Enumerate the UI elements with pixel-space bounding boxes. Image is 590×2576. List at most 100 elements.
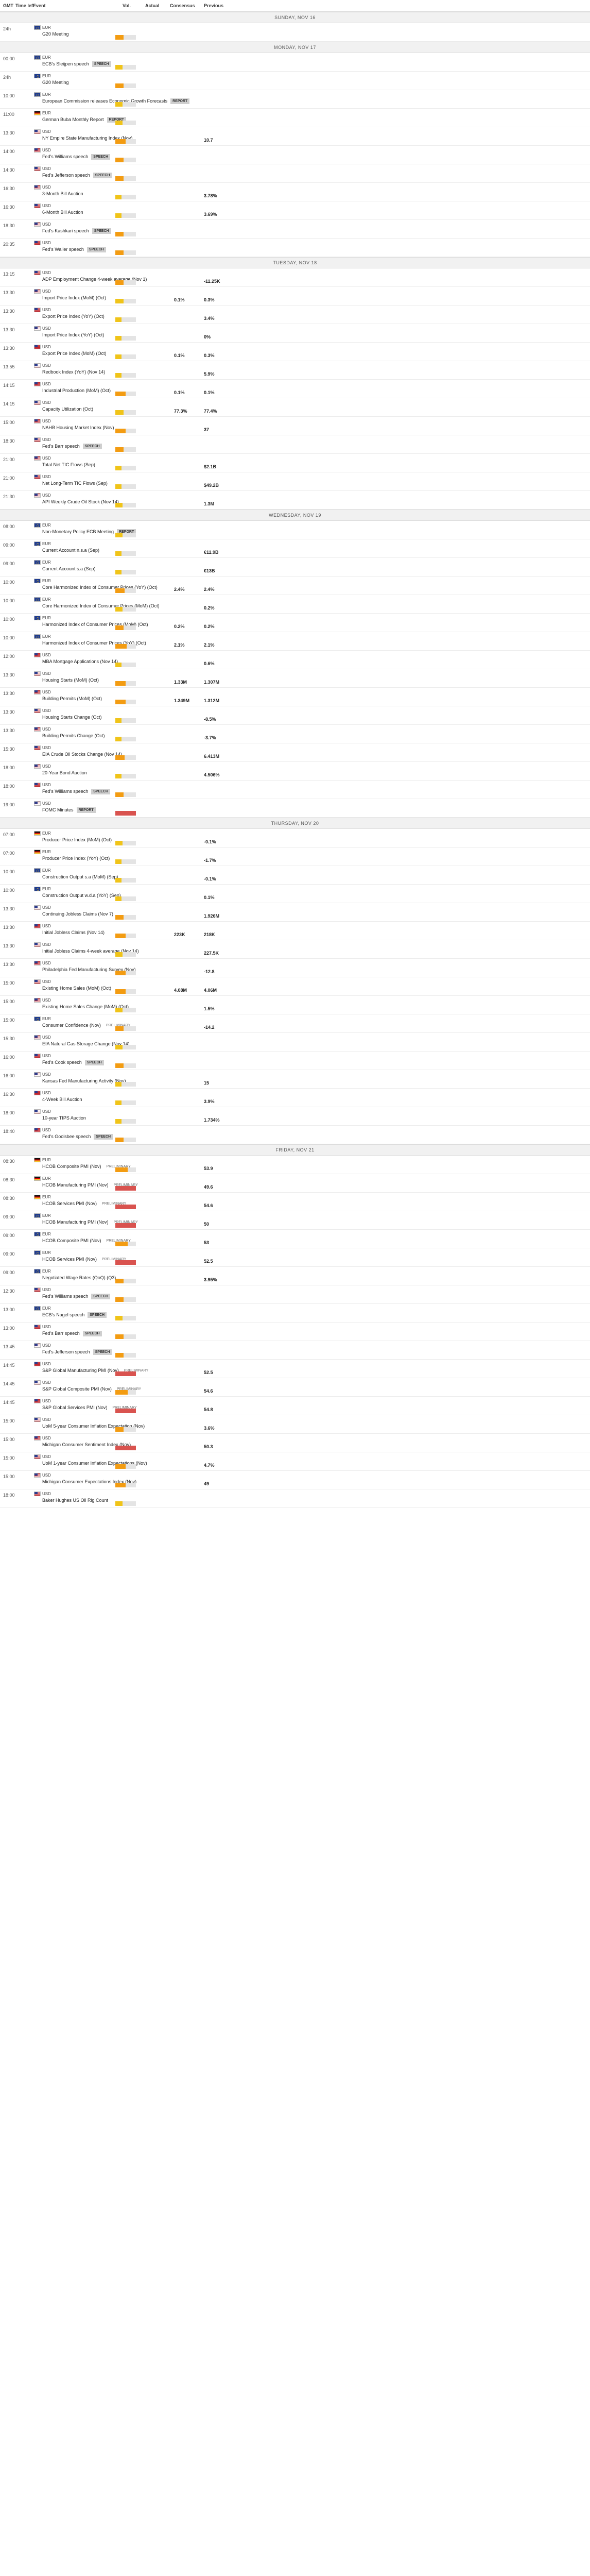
event-name[interactable]: Negotiated Wage Rates (QoQ) (Q3) <box>42 1275 116 1280</box>
event-row[interactable]: 13:30 USD Building Permits Change (Oct) -3.… <box>0 725 590 743</box>
event-name[interactable]: Redbook Index (YoY) (Nov 14) <box>42 369 105 375</box>
event-row[interactable]: 15:00 EUR Consumer Confidence (Nov) PRELIMI… <box>0 1014 590 1033</box>
event-name[interactable]: ECB's Nagel speech SPEECH <box>42 1312 107 1318</box>
event-name[interactable]: Baker Hughes US Oil Rig Count <box>42 1498 108 1503</box>
event-row[interactable]: 14:45 USD S&P Global Composite PMI (Nov) PR… <box>0 1378 590 1397</box>
event-name[interactable]: G20 Meeting <box>42 31 69 37</box>
event-row[interactable]: 13:30 USD Import Price Index (YoY) (Oct) 0% <box>0 324 590 343</box>
event-name[interactable]: Fed's Williams speech SPEECH <box>42 154 111 160</box>
event-row[interactable]: 14:15 USD Industrial Production (MoM) (Oct… <box>0 380 590 398</box>
event-row[interactable]: 13:30 USD Import Price Index (MoM) (Oct) 0.… <box>0 287 590 306</box>
event-name[interactable]: Industrial Production (MoM) (Oct) <box>42 388 111 393</box>
event-name[interactable]: Housing Starts (MoM) (Oct) <box>42 677 99 683</box>
event-row[interactable]: 08:30 EUR HCOB Composite PMI (Nov) PRELIMIN… <box>0 1156 590 1174</box>
event-row[interactable]: 09:00 EUR HCOB Services PMI (Nov) PRELIMINA… <box>0 1248 590 1267</box>
event-row[interactable]: 13:00 EUR ECB's Nagel speech SPEECH <box>0 1304 590 1323</box>
event-name[interactable]: Fed's Jefferson speech SPEECH <box>42 173 112 179</box>
event-row[interactable]: 09:00 EUR Negotiated Wage Rates (QoQ) (Q3)… <box>0 1267 590 1285</box>
event-name[interactable]: Core Harmonized Index of Consumer Prices… <box>42 585 158 590</box>
event-name[interactable]: European Commission releases Economic Gr… <box>42 98 190 105</box>
event-name[interactable]: UoM 5-year Consumer Inflation Expectatio… <box>42 1423 145 1429</box>
event-name[interactable]: Harmonized Index of Consumer Prices (YoY… <box>42 640 146 646</box>
event-name[interactable]: Export Price Index (YoY) (Oct) <box>42 314 105 319</box>
event-row[interactable]: 13:30 USD Initial Jobless Claims 4-week av… <box>0 940 590 959</box>
event-row[interactable]: 13:30 USD NY Empire State Manufacturing In… <box>0 127 590 146</box>
event-name[interactable]: Consumer Confidence (Nov) PRELIMINARY <box>42 1023 132 1028</box>
event-row[interactable]: 09:00 EUR HCOB Composite PMI (Nov) PRELIMIN… <box>0 1230 590 1248</box>
event-name[interactable]: Philadelphia Fed Manufacturing Survey (N… <box>42 967 136 972</box>
event-row[interactable]: 10:00 EUR Harmonized Index of Consumer Pri… <box>0 614 590 632</box>
event-row[interactable]: 14:45 USD S&P Global Manufacturing PMI (No… <box>0 1360 590 1378</box>
event-name[interactable]: Construction Output s.a (MoM) (Sep) <box>42 874 118 879</box>
event-row[interactable]: 13:30 USD Housing Starts Change (Oct) -8.5% <box>0 706 590 725</box>
event-row[interactable]: 16:30 USD 6-Month Bill Auction 3.69% <box>0 201 590 220</box>
event-name[interactable]: API Weekly Crude Oil Stock (Nov 14) <box>42 499 119 504</box>
event-row[interactable]: 18:30 USD Fed's Barr speech SPEECH <box>0 435 590 454</box>
event-name[interactable]: Fed's Goolsbee speech SPEECH <box>42 1134 113 1140</box>
event-name[interactable]: Producer Price Index (MoM) (Oct) <box>42 837 112 842</box>
event-row[interactable]: 10:00 EUR Core Harmonized Index of Consume… <box>0 595 590 614</box>
event-name[interactable]: Core Harmonized Index of Consumer Prices… <box>42 603 160 608</box>
event-row[interactable]: 15:30 USD EIA Natural Gas Storage Change (… <box>0 1033 590 1052</box>
event-name[interactable]: HCOB Services PMI (Nov) PRELIMINARY <box>42 1257 128 1262</box>
event-name[interactable]: Net Long-Term TIC Flows (Sep) <box>42 481 108 486</box>
event-row[interactable]: 15:00 USD Existing Home Sales Change (MoM)… <box>0 996 590 1014</box>
event-row[interactable]: 13:30 USD Export Price Index (YoY) (Oct) 3.… <box>0 306 590 324</box>
event-name[interactable]: Building Permits Change (Oct) <box>42 733 105 738</box>
event-name[interactable]: S&P Global Composite PMI (Nov) PRELIMINAR… <box>42 1386 143 1392</box>
event-row[interactable]: 18:00 USD Baker Hughes US Oil Rig Count <box>0 1489 590 1508</box>
event-name[interactable]: Import Price Index (MoM) (Oct) <box>42 295 106 300</box>
event-row[interactable]: 19:00 USD FOMC Minutes REPORT <box>0 799 590 818</box>
event-name[interactable]: Fed's Barr speech SPEECH <box>42 444 102 450</box>
event-row[interactable]: 14:00 USD Fed's Williams speech SPEECH <box>0 146 590 164</box>
event-name[interactable]: Construction Output w.d.a (YoY) (Sep) <box>42 893 121 898</box>
event-row[interactable]: 20:35 USD Fed's Waller speech SPEECH <box>0 239 590 257</box>
event-name[interactable]: Harmonized Index of Consumer Prices (MoM… <box>42 622 148 627</box>
event-name[interactable]: Michigan Consumer Expectations Index (No… <box>42 1479 136 1484</box>
event-row[interactable]: 15:00 USD UoM 5-year Consumer Inflation Ex… <box>0 1415 590 1434</box>
event-row[interactable]: 10:00 EUR Harmonized Index of Consumer Pri… <box>0 632 590 651</box>
event-name[interactable]: Fed's Barr speech SPEECH <box>42 1331 102 1337</box>
event-row[interactable]: 15:00 USD Existing Home Sales (MoM) (Oct) 4… <box>0 977 590 996</box>
event-name[interactable]: 20-Year Bond Auction <box>42 770 87 775</box>
event-name[interactable]: ADP Employment Change 4-week average (No… <box>42 277 147 282</box>
event-row[interactable]: 07:00 EUR Producer Price Index (YoY) (Oct)… <box>0 848 590 866</box>
event-name[interactable]: Fed's Waller speech SPEECH <box>42 247 106 253</box>
event-row[interactable]: 00:00 EUR ECB's Sleijpen speech SPEECH <box>0 53 590 72</box>
event-name[interactable]: Existing Home Sales (MoM) (Oct) <box>42 986 111 991</box>
event-name[interactable]: Kansas Fed Manufacturing Activity (Nov) <box>42 1078 126 1083</box>
event-row[interactable]: 16:00 USD Fed's Cook speech SPEECH <box>0 1052 590 1070</box>
event-name[interactable]: Export Price Index (MoM) (Oct) <box>42 351 107 356</box>
event-row[interactable]: 18:00 USD 10-year TIPS Auction 1.734% <box>0 1107 590 1126</box>
event-name[interactable]: FOMC Minutes REPORT <box>42 807 96 814</box>
event-row[interactable]: 18:30 USD Fed's Kashkari speech SPEECH <box>0 220 590 239</box>
event-name[interactable]: Fed's Williams speech SPEECH <box>42 1294 111 1300</box>
event-row[interactable]: 24h EUR G20 Meeting <box>0 72 590 90</box>
event-row[interactable]: 10:00 EUR Construction Output s.a (MoM) (S… <box>0 866 590 885</box>
event-row[interactable]: 13:15 USD ADP Employment Change 4-week ave… <box>0 268 590 287</box>
event-row[interactable]: 10:00 EUR Core Harmonized Index of Consume… <box>0 577 590 595</box>
event-row[interactable]: 21:30 USD API Weekly Crude Oil Stock (Nov … <box>0 491 590 510</box>
event-row[interactable]: 09:00 EUR Current Account n.s.a (Sep) €11.9… <box>0 539 590 558</box>
event-row[interactable]: 13:30 USD Philadelphia Fed Manufacturing S… <box>0 959 590 977</box>
event-name[interactable]: Current Account s.a (Sep) <box>42 566 96 571</box>
event-row[interactable]: 08:30 EUR HCOB Manufacturing PMI (Nov) PREL… <box>0 1174 590 1193</box>
event-row[interactable]: 09:00 EUR Current Account s.a (Sep) €13B <box>0 558 590 577</box>
event-name[interactable]: S&P Global Manufacturing PMI (Nov) PRELIM… <box>42 1368 150 1374</box>
event-row[interactable]: 10:00 EUR Construction Output w.d.a (YoY) … <box>0 885 590 903</box>
event-name[interactable]: 10-year TIPS Auction <box>42 1115 86 1121</box>
event-name[interactable]: Producer Price Index (YoY) (Oct) <box>42 856 110 861</box>
event-row[interactable]: 13:30 USD Housing Starts (MoM) (Oct) 1.33M 1… <box>0 669 590 688</box>
event-row[interactable]: 13:30 USD Export Price Index (MoM) (Oct) 0.… <box>0 343 590 361</box>
event-row[interactable]: 16:00 USD Kansas Fed Manufacturing Activit… <box>0 1070 590 1089</box>
event-name[interactable]: 4-Week Bill Auction <box>42 1097 82 1102</box>
event-row[interactable]: 14:30 USD Fed's Jefferson speech SPEECH <box>0 164 590 183</box>
event-row[interactable]: 10:00 EUR European Commission releases Eco… <box>0 90 590 109</box>
event-row[interactable]: 13:30 USD Building Permits (MoM) (Oct) 1.34… <box>0 688 590 706</box>
event-row[interactable]: 15:00 USD NAHB Housing Market Index (Nov) 3… <box>0 417 590 435</box>
event-row[interactable]: 18:00 USD 20-Year Bond Auction 4.506% <box>0 762 590 781</box>
event-name[interactable]: 6-Month Bill Auction <box>42 210 83 215</box>
event-row[interactable]: 08:00 EUR Non-Monetary Policy ECB Meeting R… <box>0 521 590 539</box>
event-name[interactable]: Building Permits (MoM) (Oct) <box>42 696 102 701</box>
event-row[interactable]: 16:30 USD 4-Week Bill Auction 3.9% <box>0 1089 590 1107</box>
